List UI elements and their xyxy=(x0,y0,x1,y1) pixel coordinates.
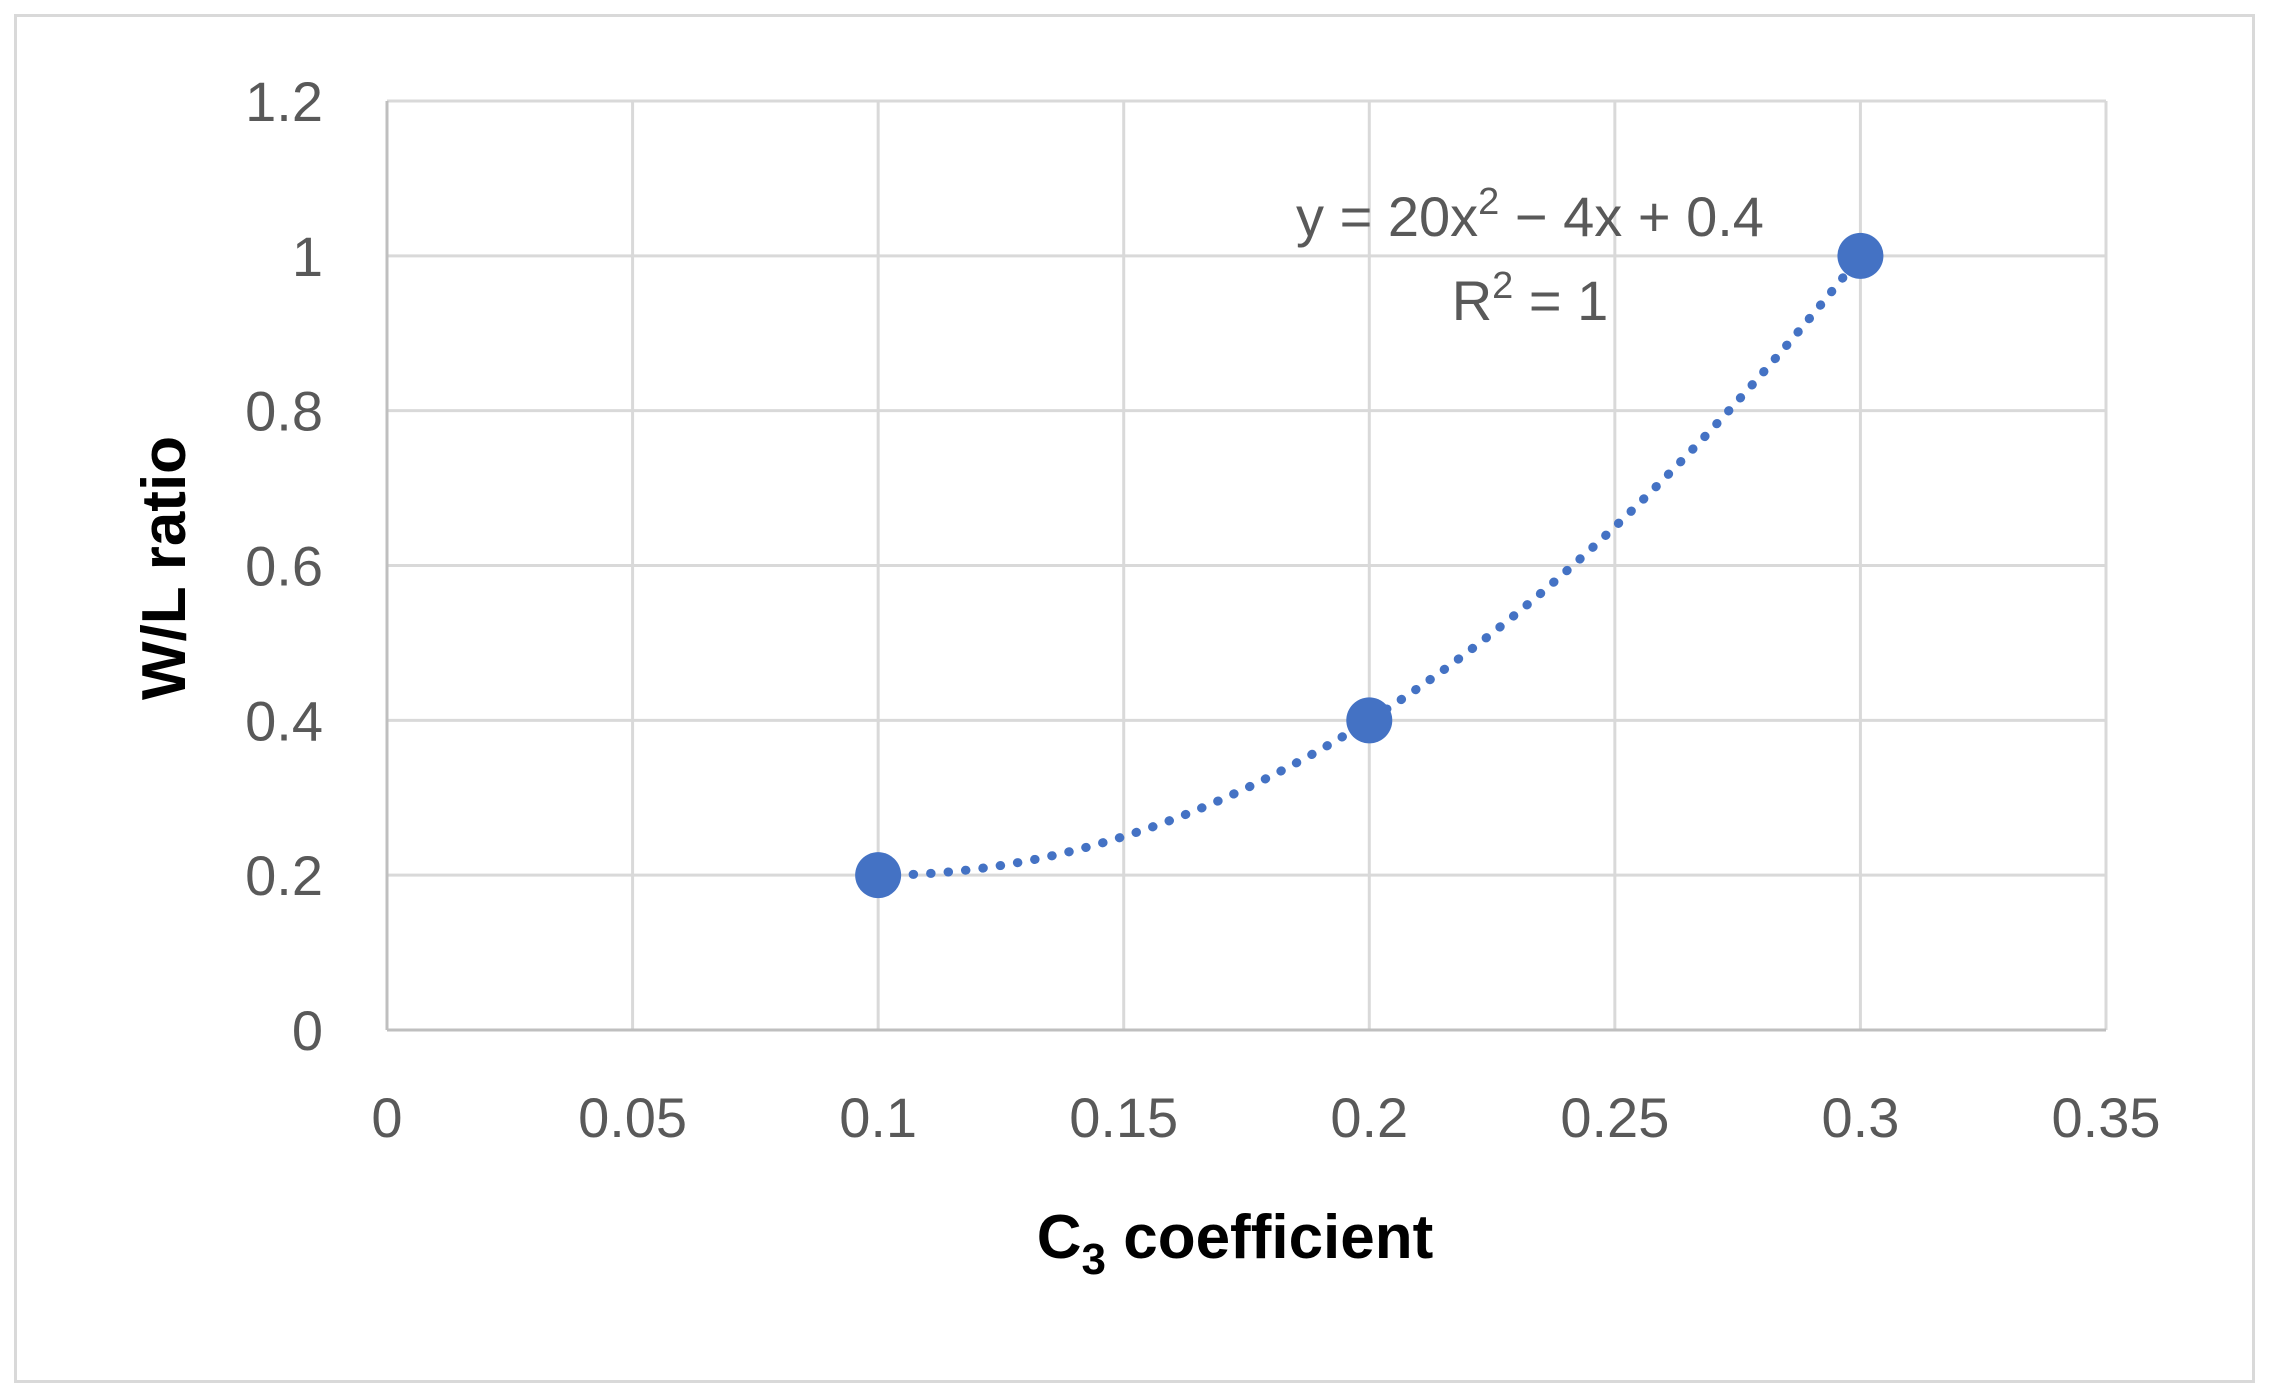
y-tick-label: 1 xyxy=(292,225,323,288)
y-axis-title: W/L ratio xyxy=(130,436,199,700)
x-tick-label: 0.1 xyxy=(839,1086,917,1149)
trendline-equation: y = 20x2 − 4x + 0.4 xyxy=(1296,181,1764,248)
x-tick-label: 0.3 xyxy=(1821,1086,1899,1149)
y-tick-label: 1.2 xyxy=(245,70,323,133)
x-tick-label: 0 xyxy=(371,1086,402,1149)
x-tick-label: 0.15 xyxy=(1069,1086,1178,1149)
y-tick-label: 0.2 xyxy=(245,844,323,907)
y-tick-label: 0.4 xyxy=(245,689,323,752)
axes xyxy=(385,101,2106,1032)
tick-labels: 0 0.05 0.1 0.15 0.2 0.25 0.3 0.35 0 0.2 0.4 0.6 0.8 1… xyxy=(245,70,2160,1149)
x-axis-title: C3 coefficient xyxy=(1037,1203,1434,1284)
x-tick-label: 0.05 xyxy=(578,1086,687,1149)
x-tick-label: 0.2 xyxy=(1330,1086,1408,1149)
x-tick-label: 0.35 xyxy=(2052,1086,2161,1149)
grid xyxy=(387,99,2108,1030)
data-point xyxy=(855,852,902,899)
data-point xyxy=(1346,697,1393,744)
y-tick-label: 0 xyxy=(292,999,323,1062)
r-squared-label: R2 = 1 xyxy=(1452,265,1609,332)
data-point xyxy=(1837,232,1884,279)
y-tick-label: 0.6 xyxy=(245,535,323,598)
x-tick-label: 0.25 xyxy=(1560,1086,1669,1149)
y-tick-label: 0.8 xyxy=(245,380,323,443)
data-points xyxy=(855,232,1884,899)
